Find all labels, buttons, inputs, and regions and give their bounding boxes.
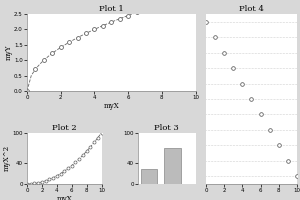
Point — [276, 144, 281, 147]
Point — [258, 113, 263, 116]
Bar — [164, 148, 181, 184]
Point — [203, 20, 208, 23]
Y-axis label: myY: myY — [5, 45, 13, 60]
Title: Plot 1: Plot 1 — [99, 5, 124, 13]
Y-axis label: myX^2: myX^2 — [3, 145, 11, 171]
Point — [295, 175, 299, 178]
Title: Plot 3: Plot 3 — [154, 124, 179, 132]
Point — [213, 36, 218, 39]
Point — [222, 51, 226, 54]
Title: Plot 2: Plot 2 — [52, 124, 76, 132]
Point — [286, 159, 290, 162]
Point — [267, 128, 272, 132]
X-axis label: myX: myX — [56, 195, 72, 200]
Point — [231, 66, 236, 70]
Title: Plot 4: Plot 4 — [239, 5, 264, 13]
Bar — [141, 169, 158, 184]
Point — [249, 97, 254, 101]
X-axis label: myX: myX — [103, 102, 119, 110]
Point — [240, 82, 245, 85]
